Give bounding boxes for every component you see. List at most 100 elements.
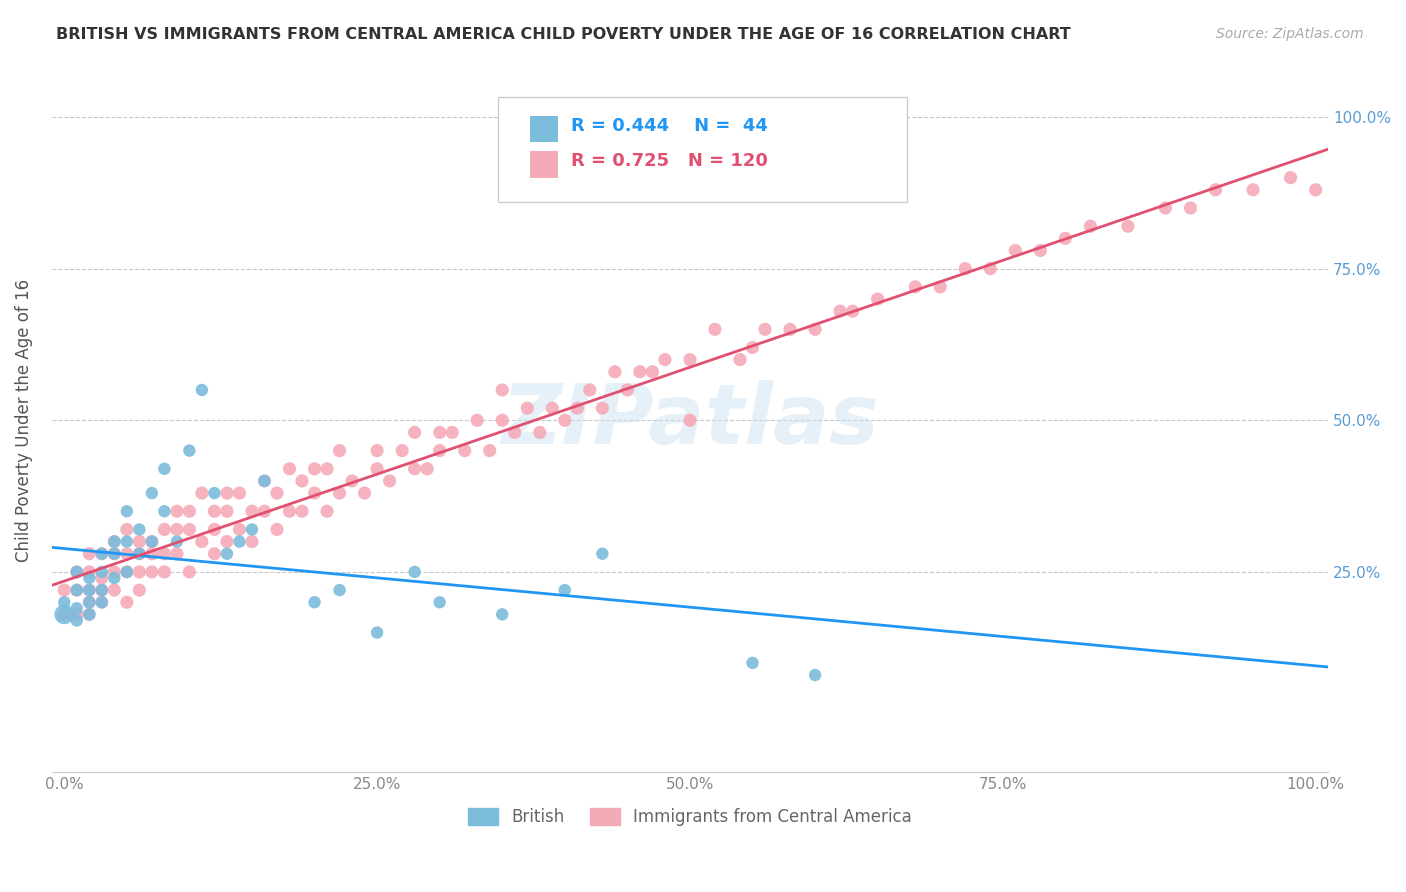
Point [179,443,201,458]
Point [115,504,138,518]
Point [329,486,352,500]
Point [103,534,125,549]
Point [141,547,163,561]
Point [228,523,250,537]
Text: R = 0.444    N =  44: R = 0.444 N = 44 [571,117,768,136]
Point [115,565,138,579]
Point [529,425,551,440]
Point [754,322,776,336]
Point [429,425,451,440]
Point [391,443,413,458]
Point [1080,219,1102,234]
Text: R = 0.725   N = 120: R = 0.725 N = 120 [571,153,768,170]
Point [353,486,375,500]
Point [215,547,238,561]
Point [340,474,363,488]
Point [66,607,89,622]
Point [90,583,112,598]
Point [103,547,125,561]
Point [278,504,301,518]
Point [291,474,314,488]
Point [90,595,112,609]
Point [378,474,401,488]
Point [115,523,138,537]
Point [1116,219,1139,234]
Point [366,625,388,640]
Point [166,547,188,561]
Point [591,547,613,561]
Legend: British, Immigrants from Central America: British, Immigrants from Central America [460,799,920,834]
Point [304,486,326,500]
Point [128,523,150,537]
Point [253,474,276,488]
Point [304,462,326,476]
Point [115,547,138,561]
Point [90,547,112,561]
Point [179,523,201,537]
Point [179,504,201,518]
Point [366,462,388,476]
Point [103,565,125,579]
Point [228,534,250,549]
Point [66,614,89,628]
Point [66,583,89,598]
Point [366,443,388,458]
Point [929,280,952,294]
Point [53,607,76,622]
Point [90,571,112,585]
Point [141,534,163,549]
Point [53,595,76,609]
Point [404,425,426,440]
Point [166,534,188,549]
Point [79,607,101,622]
Point [79,571,101,585]
Point [491,607,513,622]
Point [240,504,263,518]
Point [153,504,176,518]
Point [641,365,664,379]
Point [228,486,250,500]
Point [679,352,702,367]
Point [166,504,188,518]
Bar [530,151,558,178]
Point [841,304,863,318]
Point [66,601,89,615]
Point [115,534,138,549]
Point [115,565,138,579]
Y-axis label: Child Poverty Under the Age of 16: Child Poverty Under the Age of 16 [15,278,32,562]
Point [53,583,76,598]
Point [591,401,613,416]
Point [128,583,150,598]
Point [454,443,477,458]
Point [1305,183,1327,197]
Point [215,504,238,518]
Point [79,565,101,579]
Point [628,365,651,379]
Point [491,413,513,427]
Point [329,583,352,598]
Point [554,413,576,427]
Point [128,547,150,561]
Point [240,534,263,549]
Point [153,565,176,579]
Bar [530,116,558,143]
Point [866,292,889,306]
Point [128,547,150,561]
Point [329,443,352,458]
Point [66,565,89,579]
Point [90,595,112,609]
Point [416,462,439,476]
Point [804,322,827,336]
Point [554,583,576,598]
Point [215,534,238,549]
Point [278,462,301,476]
Text: ZIPatlas: ZIPatlas [501,380,879,461]
Point [79,547,101,561]
Point [90,547,112,561]
Point [204,504,226,518]
Point [215,486,238,500]
Point [567,401,589,416]
Point [704,322,727,336]
Point [1241,183,1264,197]
Text: Source: ZipAtlas.com: Source: ZipAtlas.com [1216,27,1364,41]
